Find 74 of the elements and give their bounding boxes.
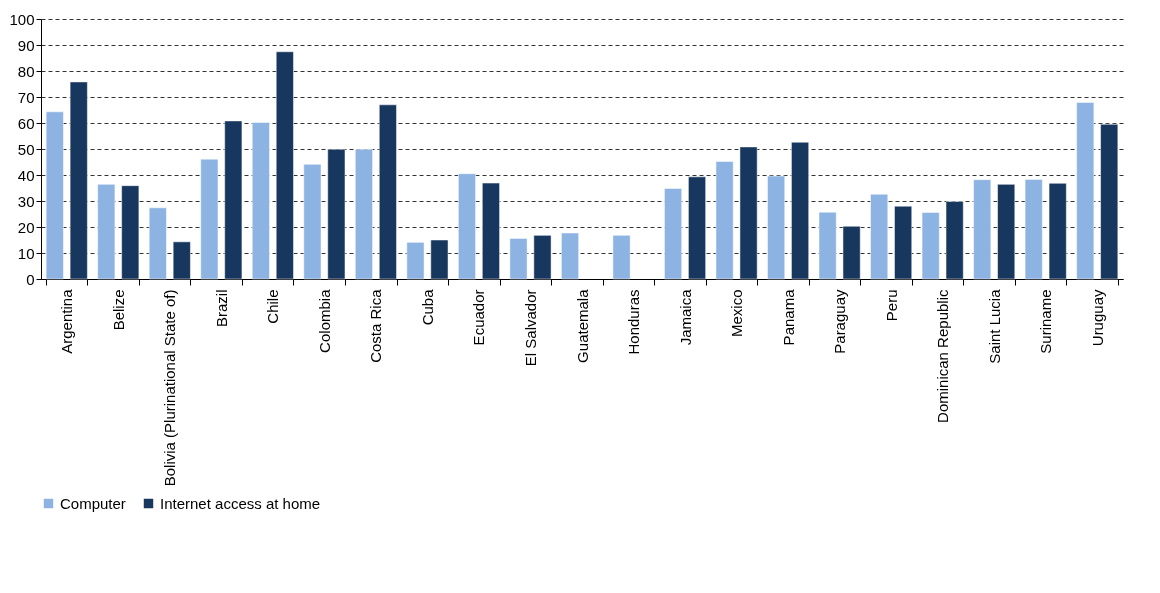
- bar: [1076, 102, 1095, 280]
- y-tick-label: 70: [17, 88, 35, 106]
- y-tick-label: 100: [9, 10, 35, 28]
- bar: [612, 235, 631, 280]
- bar: [973, 179, 992, 280]
- x-tick-label: El Salvador: [521, 289, 539, 367]
- x-tick-label: Dominican Republic: [934, 289, 952, 423]
- x-tick-label: Bolivia (Plurinational State of): [161, 289, 179, 487]
- bar: [1100, 124, 1119, 280]
- y-tick-label: 80: [17, 62, 35, 80]
- bar: [45, 111, 64, 280]
- y-tick-label: 30: [17, 192, 35, 210]
- bar: [97, 184, 116, 280]
- bar: [561, 232, 579, 280]
- y-tick-label: 90: [17, 36, 35, 54]
- bar: [533, 235, 552, 280]
- x-tick-label: Belize: [109, 289, 127, 331]
- bar: [870, 193, 889, 280]
- y-tick-label: 50: [17, 140, 35, 158]
- y-tick-label: 20: [17, 218, 35, 236]
- bar: [303, 164, 322, 280]
- bar: [921, 212, 940, 280]
- x-tick-label: Cuba: [418, 288, 436, 326]
- x-tick-label: Saint Lucia: [985, 288, 1003, 364]
- bar: [224, 120, 243, 280]
- bar: [715, 161, 734, 280]
- x-tick-label: Ecuador: [470, 289, 488, 346]
- bar: [200, 158, 219, 280]
- bar: [945, 201, 964, 280]
- y-tick-label: 60: [17, 114, 35, 132]
- x-tick-label: Honduras: [625, 289, 643, 355]
- bar: [148, 207, 167, 280]
- x-tick-label: Costa Rica: [367, 288, 385, 363]
- bar: [791, 141, 809, 280]
- x-tick-label: Jamaica: [676, 288, 694, 346]
- legend-label: Computer: [60, 494, 126, 512]
- bar: [172, 241, 191, 280]
- x-tick-label: Panama: [779, 288, 797, 346]
- y-tick-label: 40: [17, 166, 35, 184]
- x-tick-label: Peru: [882, 289, 900, 322]
- bar: [509, 238, 528, 280]
- bar: [327, 149, 346, 280]
- x-tick-label: Guatemala: [573, 288, 591, 363]
- x-tick-label: Suriname: [1037, 289, 1055, 354]
- x-tick-label: Colombia: [315, 288, 333, 353]
- bar: [121, 185, 140, 280]
- x-tick-label: Mexico: [728, 289, 746, 338]
- bar: [458, 173, 476, 280]
- bar: [482, 182, 500, 280]
- bar: [818, 211, 837, 280]
- bar: [894, 205, 912, 280]
- y-tick-label: 10: [17, 244, 35, 262]
- bar: [1048, 183, 1067, 280]
- bar: [1024, 179, 1043, 280]
- bar: [275, 51, 294, 280]
- x-tick-label: Brazil: [212, 289, 230, 328]
- bar: [252, 122, 270, 280]
- bar: [379, 104, 397, 280]
- x-tick-label: Uruguay: [1088, 289, 1106, 347]
- bar: [664, 188, 682, 280]
- bar: [739, 146, 758, 280]
- bar: [767, 175, 785, 280]
- x-tick-label: Paraguay: [831, 289, 849, 354]
- x-tick-label: Argentina: [58, 288, 76, 354]
- bar: [406, 242, 425, 280]
- bar: [842, 225, 861, 280]
- bar: [355, 149, 373, 280]
- bar: [688, 176, 706, 280]
- bar: [69, 81, 88, 280]
- legend-label: Internet access at home: [160, 494, 321, 512]
- bar: [997, 184, 1016, 280]
- y-tick-label: 0: [26, 270, 35, 288]
- bar: [430, 239, 449, 280]
- x-tick-label: Chile: [264, 289, 282, 324]
